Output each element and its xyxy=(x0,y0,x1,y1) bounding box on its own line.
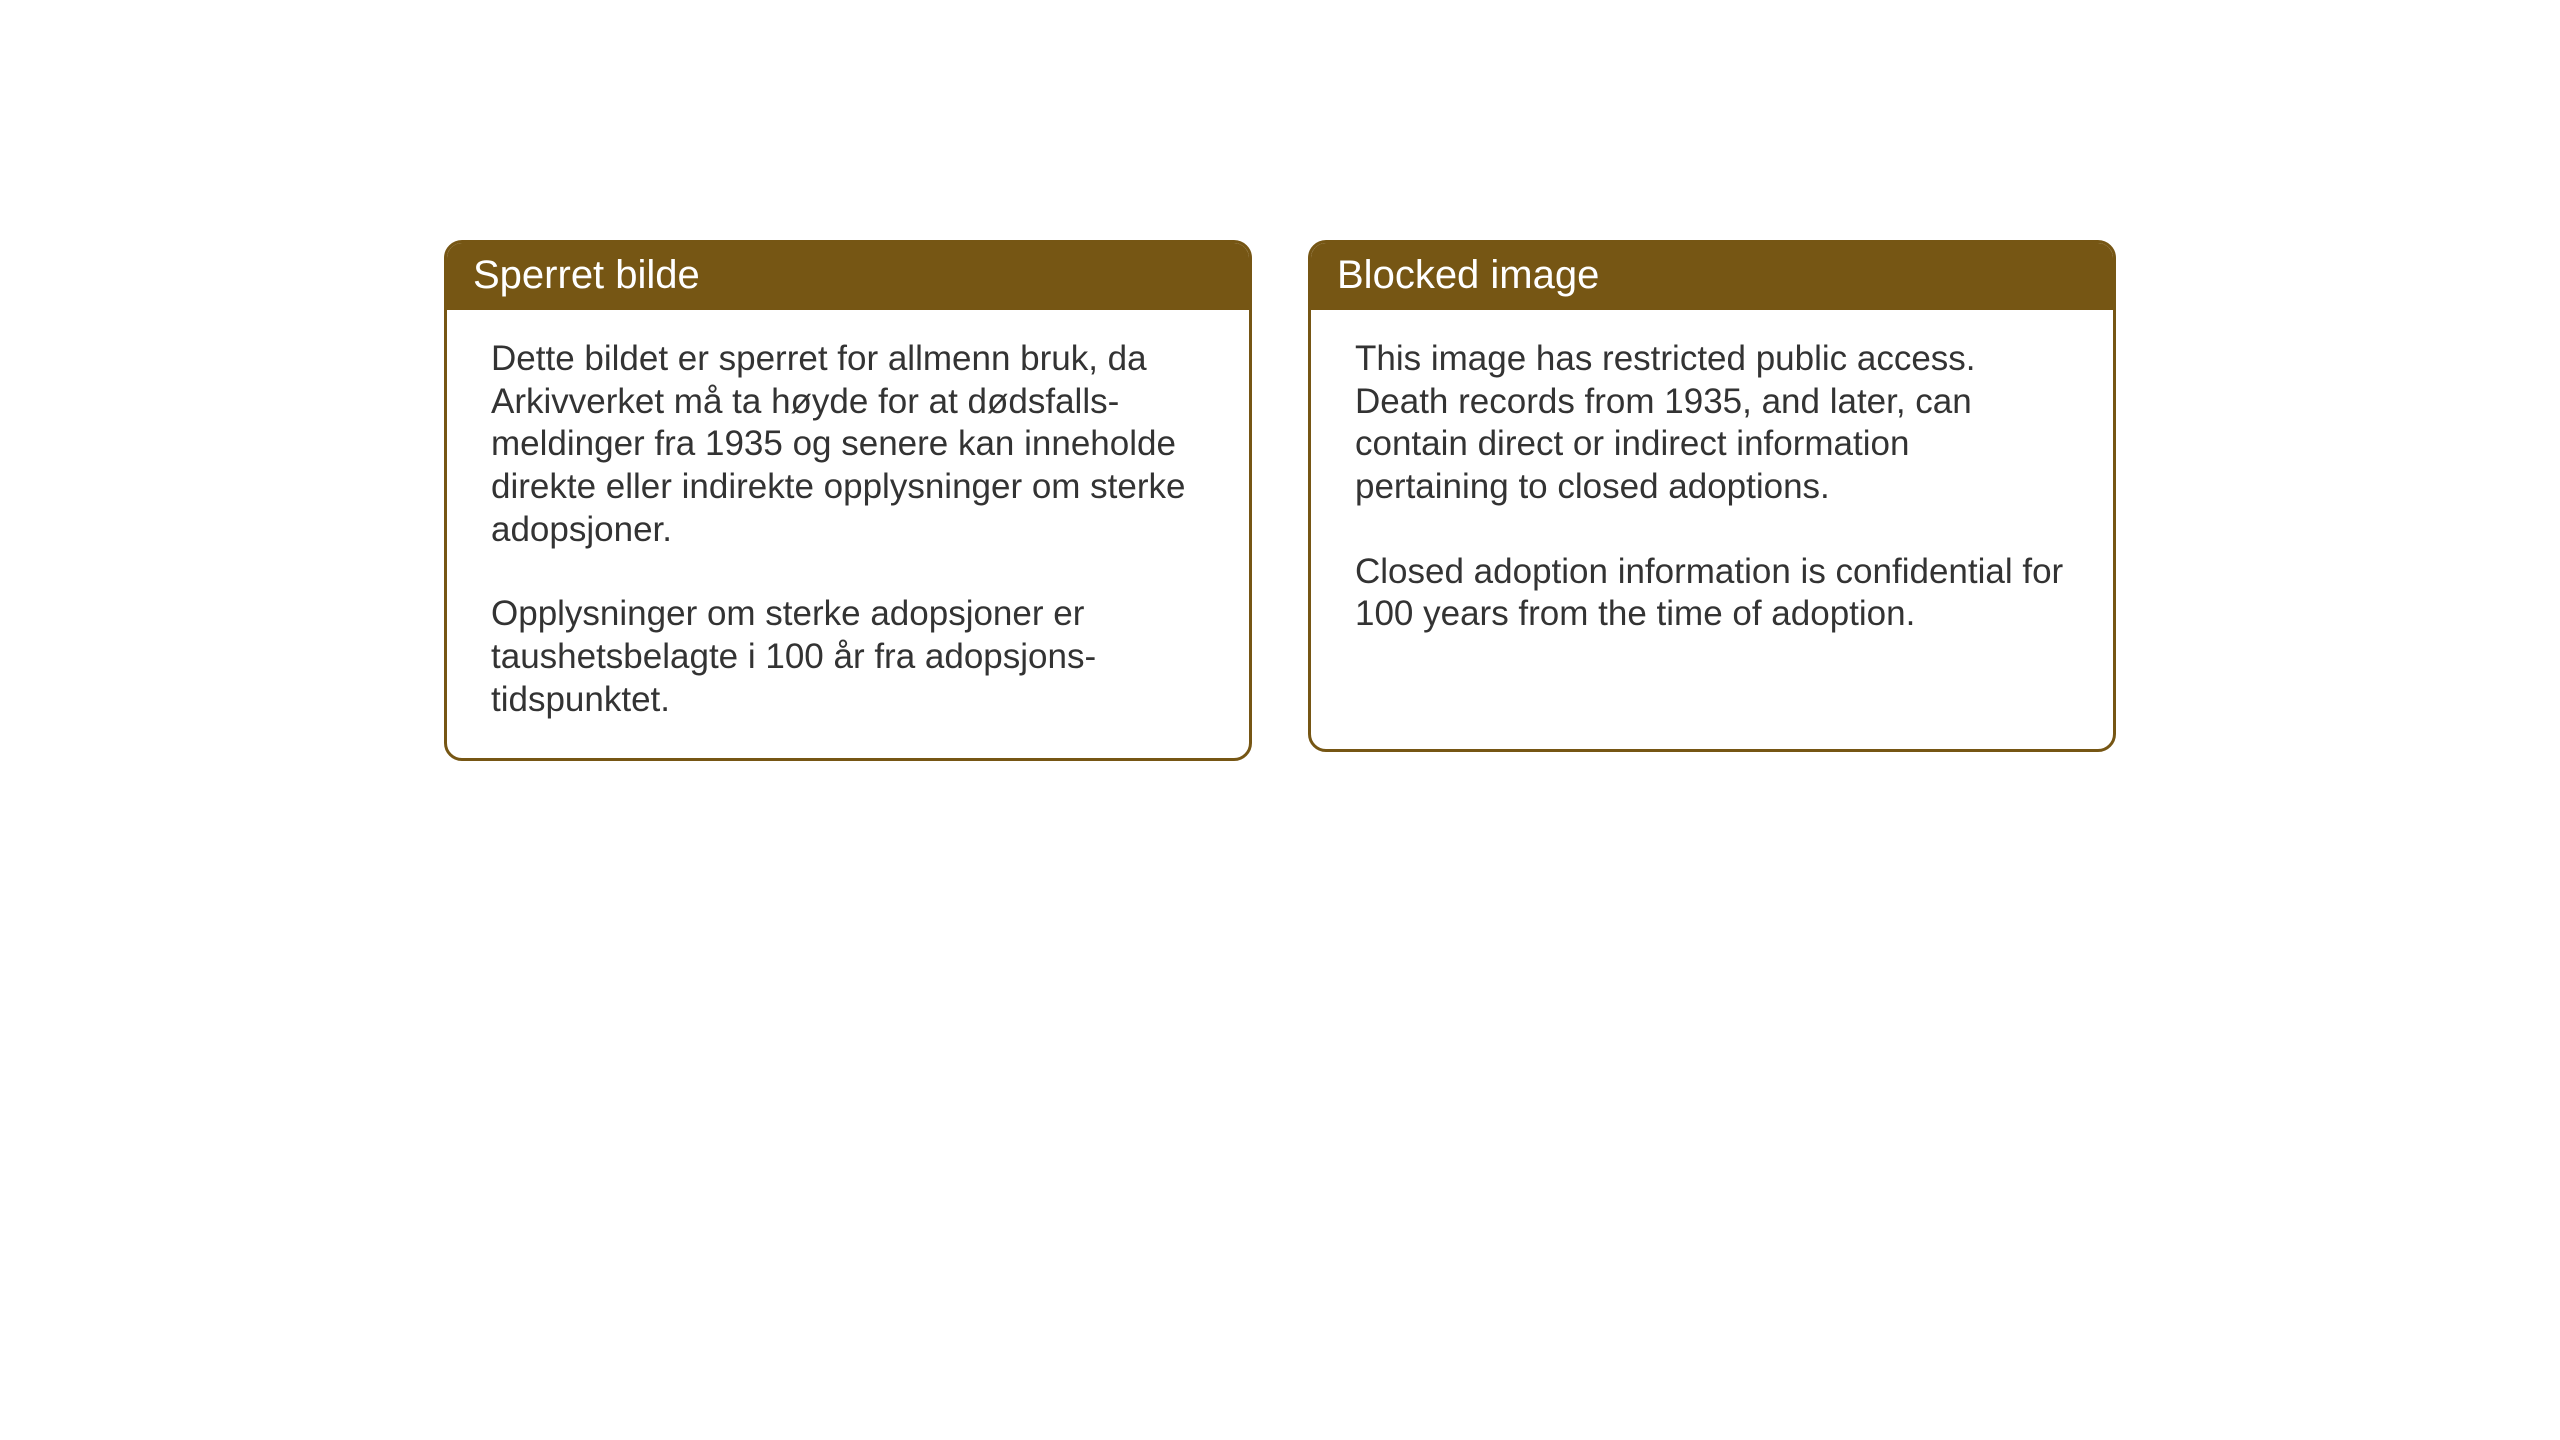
notice-card-norwegian: Sperret bilde Dette bildet er sperret fo… xyxy=(444,240,1252,761)
card-header-english: Blocked image xyxy=(1311,243,2113,310)
card-header-norwegian: Sperret bilde xyxy=(447,243,1249,310)
card-title-english: Blocked image xyxy=(1337,253,1599,297)
notice-container: Sperret bilde Dette bildet er sperret fo… xyxy=(444,240,2116,761)
card-body-english: This image has restricted public access.… xyxy=(1311,310,2113,672)
card-title-norwegian: Sperret bilde xyxy=(473,253,700,297)
paragraph-2-english: Closed adoption information is confident… xyxy=(1355,551,2069,636)
paragraph-1-norwegian: Dette bildet er sperret for allmenn bruk… xyxy=(491,338,1205,551)
paragraph-1-english: This image has restricted public access.… xyxy=(1355,338,2069,509)
paragraph-2-norwegian: Opplysninger om sterke adopsjoner er tau… xyxy=(491,593,1205,721)
card-body-norwegian: Dette bildet er sperret for allmenn bruk… xyxy=(447,310,1249,758)
notice-card-english: Blocked image This image has restricted … xyxy=(1308,240,2116,752)
